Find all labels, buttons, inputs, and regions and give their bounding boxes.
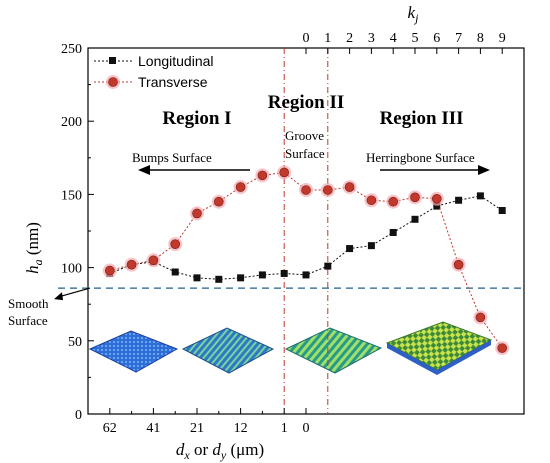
series-layer [102,165,510,356]
legend-label-transverse: Transverse [138,74,208,90]
herringbone-surface-edge [387,343,437,375]
smooth-surface-arrow [57,287,91,298]
y-tick-label: 0 [75,408,82,423]
legend-marker-circle [108,77,118,87]
y-axis-title: ha (nm) [23,222,45,274]
x-bottom-tick-label: 0 [303,421,310,436]
data-point-transverse [388,196,399,207]
data-point-longitudinal [455,196,463,204]
groove-annotation-line1: Groove [285,128,324,143]
region-labels: Region I Region II Region III [162,92,463,129]
x-bottom-tick-label: 41 [146,421,160,436]
data-point-transverse [148,255,159,266]
surface-illustrations [88,321,493,375]
y-tick-label: 100 [61,262,82,277]
x-top-tick-label: 7 [455,31,462,46]
region-label: Region I [162,108,231,129]
bumps-arrowhead [138,165,150,175]
y-tick-label: 250 [61,42,82,57]
data-point-longitudinal [302,271,310,279]
x-top-tick-label: 4 [390,31,397,46]
data-point-transverse [126,259,137,270]
region-label: Region II [268,92,345,113]
annotations: Bumps Surface Groove Surface Herringbone… [8,128,490,328]
legend: Longitudinal Transverse [94,53,214,90]
x-bottom-tick-label: 12 [234,421,248,436]
series-line-longitudinal [109,195,503,280]
data-point-longitudinal [476,192,484,200]
data-point-longitudinal [215,275,223,283]
data-point-longitudinal [193,274,201,282]
x-top-tick-label: 3 [368,31,375,46]
data-point-transverse [235,182,246,192]
x-axis-top-title: kj [408,3,420,25]
data-point-longitudinal [346,245,354,253]
data-point-transverse [214,196,224,207]
data-point-longitudinal [367,242,375,250]
legend-marker-square [109,57,116,64]
x-bottom-tick-label: 21 [190,421,204,436]
data-point-longitudinal [171,268,179,276]
x-top-tick-label: 6 [433,31,440,46]
data-point-transverse [366,195,377,206]
groove-surface-image [284,327,383,374]
x-axis-bottom-title: dx or dy (μm) [176,440,264,462]
data-point-longitudinal [258,271,266,279]
y-tick-label: 150 [61,188,82,203]
smooth-annotation-line2: Surface [8,313,48,328]
smooth-annotation-line1: Smooth [8,296,49,311]
legend-label-longitudinal: Longitudinal [138,53,214,69]
region-label: Region III [380,108,464,129]
legend-item-transverse: Transverse [94,74,208,90]
herringbone-surface-image [385,321,493,371]
data-point-transverse [301,185,311,195]
data-point-longitudinal [237,274,245,282]
data-point-transverse [257,170,268,181]
x-top-tick-label: 8 [477,31,484,46]
data-point-transverse [322,185,333,195]
data-point-transverse [170,239,180,249]
data-point-transverse [279,167,290,178]
groove-annotation-line2: Surface [285,146,325,161]
x-bottom-tick-label: 1 [281,421,288,436]
x-top-tick-label: 2 [346,31,353,46]
bumps-annotation: Bumps Surface [132,150,212,165]
data-point-longitudinal [280,269,288,277]
data-point-transverse [192,208,202,219]
herringbone-surface-edge-right [437,340,491,375]
data-point-transverse [410,192,420,203]
smooth-surface-arrowhead [54,292,63,301]
data-point-transverse [431,193,442,204]
y-tick-label: 200 [61,115,82,130]
data-point-transverse [105,265,115,276]
data-point-longitudinal [411,215,419,223]
data-point-transverse [344,182,355,192]
x-axis-bottom: 62 41 21 12 1 0 [103,408,310,436]
data-point-longitudinal [498,207,506,215]
guides [54,48,524,414]
herringbone-arrowhead [478,165,490,175]
data-point-longitudinal [389,228,397,236]
x-top-tick-label: 5 [412,31,419,46]
x-top-tick-label: 0 [303,31,310,46]
data-point-transverse [497,343,508,353]
data-point-longitudinal [433,202,441,210]
bumps-stripe-surface-image [181,327,275,374]
data-point-longitudinal [324,262,332,270]
data-point-transverse [475,312,486,323]
y-tick-label: 50 [68,335,82,350]
y-axis: 0 50 100 150 200 250 [61,42,94,423]
x-bottom-tick-label: 62 [103,421,117,436]
x-top-tick-label: 1 [324,31,331,46]
x-top-tick-label: 9 [499,31,506,46]
bumps-surface-image [88,330,179,373]
legend-item-longitudinal: Longitudinal [94,53,214,69]
herringbone-annotation: Herringbone Surface [366,150,475,165]
data-point-transverse [453,259,464,270]
